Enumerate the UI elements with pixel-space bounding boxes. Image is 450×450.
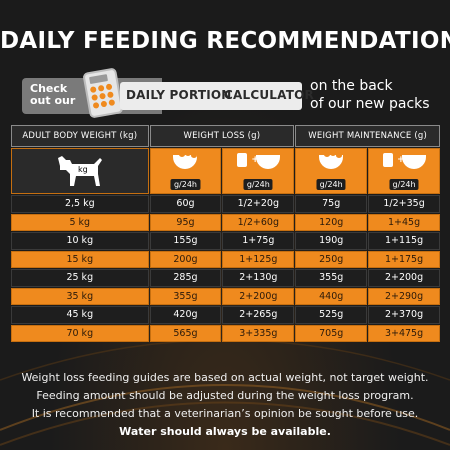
calculator-icon <box>82 67 124 119</box>
cell-wl-mix: 3+335g <box>222 324 295 342</box>
per-day-label: g/24h <box>243 179 273 190</box>
wet-food-can-icon <box>383 153 394 167</box>
table-row: 10 kg 155g 1+75g 190g 1+115g <box>11 232 440 250</box>
cell-wm-dry: 355g <box>295 269 368 287</box>
cell-wl-mix: 1/2+20g <box>222 195 295 213</box>
note-line3: It is recommended that a veterinarian’s … <box>31 407 419 420</box>
table-row: 5 kg 95g 1/2+60g 120g 1+45g <box>11 213 440 231</box>
daily-portion-calculator-label: DAILY PORTION CALCULATOR <box>120 82 314 110</box>
header-body-weight: ADULT BODY WEIGHT (kg) <box>11 125 149 147</box>
page-title: DAILY FEEDING RECOMMENDATION <box>0 28 450 54</box>
header-weight-loss: WEIGHT LOSS (g) <box>149 125 295 147</box>
cell-wm-mix: 2+290g <box>368 287 440 305</box>
cell-wm-mix: 1/2+35g <box>368 195 440 213</box>
cell-wl-dry: 420g <box>149 306 222 324</box>
dog-cell: kg <box>11 148 149 194</box>
cell-wl-mix: 1/2+60g <box>222 213 295 231</box>
cell-wm-dry: 440g <box>295 287 368 305</box>
cell-wl-dry: 200g <box>149 250 222 268</box>
table-row: 2,5 kg 60g 1/2+20g 75g 1/2+35g <box>11 195 440 213</box>
wm-mix-icon-cell: + g/24h <box>368 148 440 194</box>
cell-wm-mix: 1+115g <box>368 232 440 250</box>
feeding-rows: 2,5 kg 60g 1/2+20g 75g 1/2+35g 5 kg 95g 1/2+60g… <box>11 195 440 342</box>
cell-kg: 45 kg <box>11 306 149 324</box>
cell-wm-dry: 525g <box>295 306 368 324</box>
cell-wm-mix: 1+45g <box>368 213 440 231</box>
cell-kg: 35 kg <box>11 287 149 305</box>
check-out-line2: out our <box>30 94 76 107</box>
food-bowl-icon <box>256 155 281 169</box>
cell-wl-dry: 95g <box>149 213 222 231</box>
cell-wl-dry: 565g <box>149 324 222 342</box>
plus-sign: + <box>251 155 259 165</box>
cell-wl-mix: 2+200g <box>222 287 295 305</box>
cell-wl-dry: 355g <box>149 287 222 305</box>
table-row: 15 kg 200g 1+125g 250g 1+175g <box>11 250 440 268</box>
cell-wm-dry: 75g <box>295 195 368 213</box>
cell-wm-mix: 3+475g <box>368 324 440 342</box>
cell-wm-mix: 1+175g <box>368 250 440 268</box>
wet-food-can-icon <box>237 153 248 167</box>
check-out-line1: Check <box>30 82 68 95</box>
cell-wl-dry: 60g <box>149 195 222 213</box>
notes: Weight loss feeding guides are based on … <box>0 369 450 441</box>
back-of-pack-text: on the back of our new packs <box>310 77 430 113</box>
note-water: Water should always be available. <box>119 425 331 438</box>
food-bowl-icon <box>319 155 344 169</box>
cell-wl-dry: 285g <box>149 269 222 287</box>
cell-wm-dry: 190g <box>295 232 368 250</box>
cell-wl-mix: 1+75g <box>222 232 295 250</box>
wm-dry-icon-cell: g/24h <box>295 148 368 194</box>
cell-wl-mix: 1+125g <box>222 250 295 268</box>
cell-wl-dry: 155g <box>149 232 222 250</box>
table-row: 25 kg 285g 2+130g 355g 2+200g <box>11 269 440 287</box>
dog-icon: kg <box>57 155 102 186</box>
per-day-label: g/24h <box>389 179 419 190</box>
feeding-table: ADULT BODY WEIGHT (kg) WEIGHT LOSS (g) W… <box>10 124 441 343</box>
dog-kg-label: kg <box>78 165 88 174</box>
food-bowl-icon <box>173 155 198 169</box>
cell-wl-mix: 2+265g <box>222 306 295 324</box>
wl-dry-icon-cell: g/24h <box>149 148 222 194</box>
cell-wl-mix: 2+130g <box>222 269 295 287</box>
calculator-banner: Check out our DAILY PORTION CALCULATOR <box>22 67 314 119</box>
cell-kg: 15 kg <box>11 250 149 268</box>
calculator-label-part2: CALCULATOR <box>224 88 314 102</box>
cell-wm-dry: 250g <box>295 250 368 268</box>
per-day-label: g/24h <box>316 179 346 190</box>
table-row: 70 kg 565g 3+335g 705g 3+475g <box>11 324 440 342</box>
cell-kg: 25 kg <box>11 269 149 287</box>
icon-row: kg g/24h + g/24h <box>11 148 440 194</box>
cell-kg: 5 kg <box>11 213 149 231</box>
cell-wm-dry: 705g <box>295 324 368 342</box>
cell-wm-dry: 120g <box>295 213 368 231</box>
cell-kg: 70 kg <box>11 324 149 342</box>
calculator-label-part1: DAILY PORTION <box>126 88 232 102</box>
food-bowl-icon <box>402 155 427 169</box>
cell-kg: 2,5 kg <box>11 195 149 213</box>
wl-mix-icon-cell: + g/24h <box>222 148 295 194</box>
header-weight-maintenance: WEIGHT MAINTENANCE (g) <box>295 125 440 147</box>
per-day-label: g/24h <box>170 179 200 190</box>
back-line2: of our new packs <box>310 96 430 112</box>
cell-wm-mix: 2+200g <box>368 269 440 287</box>
table-row: 45 kg 420g 2+265g 525g 2+370g <box>11 306 440 324</box>
back-line1: on the back <box>310 78 393 94</box>
plus-sign: + <box>397 155 405 165</box>
note-line1: Weight loss feeding guides are based on … <box>21 371 429 384</box>
cell-wm-mix: 2+370g <box>368 306 440 324</box>
table-row: 35 kg 355g 2+200g 440g 2+290g <box>11 287 440 305</box>
note-line2: Feeding amount should be adjusted during… <box>36 389 414 402</box>
cell-kg: 10 kg <box>11 232 149 250</box>
